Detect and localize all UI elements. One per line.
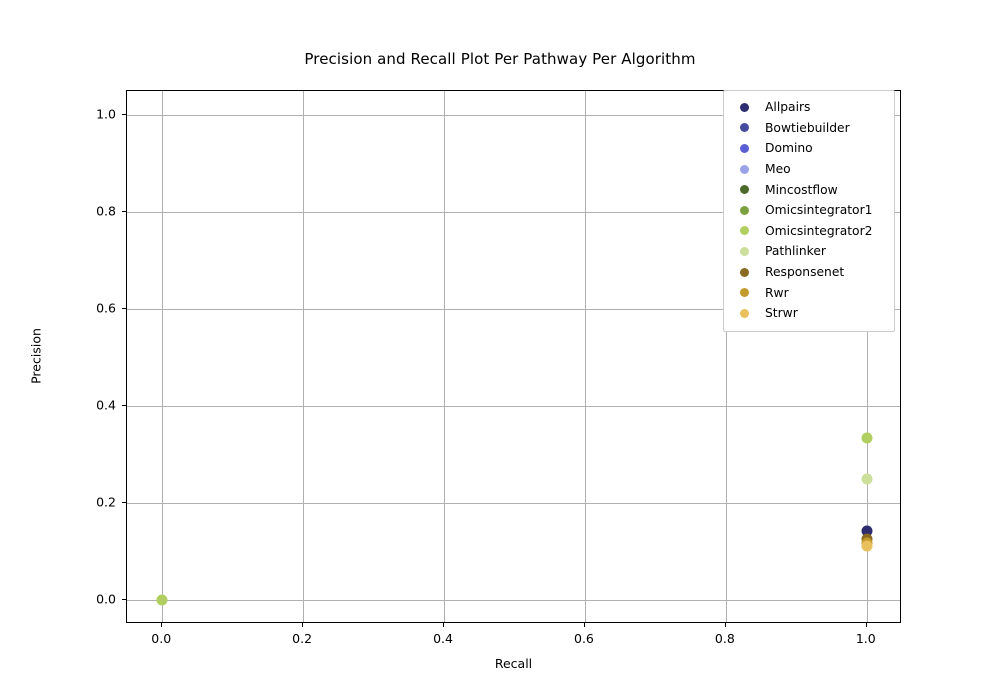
y-axis-tick [122,501,126,503]
legend-item-label: Rwr [765,285,789,300]
y-axis-tick [122,211,126,213]
legend-item-omicsintegrator2[interactable]: Omicsintegrator2 [732,221,886,242]
gridline-horizontal [127,115,900,117]
legend-item-rwr[interactable]: Rwr [732,282,886,303]
y-axis-tick-label: 0.8 [96,204,136,219]
x-axis-tick-label: 1.0 [855,631,876,646]
y-axis-tick-label-text: 0.2 [96,494,116,510]
legend-item-label: Responsenet [765,265,845,280]
legend-item-responsenet[interactable]: Responsenet [732,262,886,283]
legend-marker-icon [740,102,749,112]
gridline-vertical [444,91,446,622]
legend-item-domino[interactable]: Domino [732,138,886,159]
x-axis-label: Recall [494,656,533,671]
y-axis-tick-label-text: 1.0 [96,106,116,122]
legend-item-label: Allpairs [765,100,811,115]
x-axis-tick-label: 0.4 [433,631,453,646]
gridline-vertical [584,91,586,622]
y-axis-tick-label-text: 0.0 [96,591,116,607]
legend-item-bowtiebuilder[interactable]: Bowtiebuilder [732,118,886,139]
x-axis-tick-label: 0.6 [573,631,594,646]
x-axis-tick [302,623,304,627]
legend-item-label: Strwr [765,306,798,321]
legend-marker-icon [740,226,749,236]
x-axis-tick-label: 0.0 [151,631,172,646]
legend-item-label: Pathlinker [765,244,826,259]
y-axis-tick-label-text: 0.4 [96,397,116,413]
legend-item-label: Bowtiebuilder [765,120,850,135]
y-axis-tick [122,114,126,116]
y-axis-tick-label: 0.2 [96,494,136,509]
legend-marker-icon [740,123,749,133]
gridlines [127,91,900,622]
x-axis-tick [724,623,726,627]
x-axis-tick [161,623,163,627]
y-axis-tick [122,404,126,406]
x-axis-tick-label: 0.8 [714,631,735,646]
scatter-point [861,540,873,552]
legend-item-label: Meo [765,162,791,177]
legend-marker-icon [740,288,749,298]
x-axis-tick [583,623,585,627]
gridline-horizontal [127,502,900,504]
legend-item-label: Mincostflow [765,182,838,197]
legend-marker-icon [740,205,749,215]
y-axis-tick-label: 0.6 [96,301,136,316]
legend-marker-icon [740,267,749,277]
y-axis-tick-label: 1.0 [96,107,136,122]
scatter-point [861,432,873,444]
gridline-horizontal [127,309,900,311]
legend-marker-icon [740,185,749,195]
legend-item-label: Domino [765,141,813,156]
y-axis-label: Precision [28,328,44,384]
gridline-vertical [866,91,868,622]
scatter-point [861,473,873,485]
gridline-horizontal [127,405,900,407]
legend-item-pathlinker[interactable]: Pathlinker [732,241,886,262]
y-axis-tick [122,308,126,310]
y-axis-tick [122,598,126,600]
scatter-point [156,594,168,606]
legend-item-label: Omicsintegrator2 [765,223,873,238]
legend-marker-icon [740,246,749,256]
gridline-horizontal [127,212,900,214]
legend-item-strwr[interactable]: Strwr [732,303,886,324]
gridline-horizontal [127,599,900,601]
legend-item-allpairs[interactable]: Allpairs [732,97,886,118]
legend-marker-icon [740,164,749,174]
legend-item-mincostflow[interactable]: Mincostflow [732,179,886,200]
legend-item-label: Omicsintegrator1 [765,203,873,218]
y-axis-tick-label: 0.4 [96,397,136,412]
y-axis-tick-label-text: 0.6 [96,300,116,316]
gridline-vertical [162,91,164,622]
legend-marker-icon [740,143,749,153]
page-title: Precision and Recall Plot Per Pathway Pe… [304,50,696,68]
legend-item-omicsintegrator1[interactable]: Omicsintegrator1 [732,200,886,221]
x-axis-tick [443,623,445,627]
legend-marker-icon [740,308,749,318]
gridline-vertical [725,91,727,622]
y-axis-tick-label: 0.0 [96,591,136,606]
legend-item-meo[interactable]: Meo [732,159,886,180]
scatter-point [861,525,873,537]
y-axis-tick-label-text: 0.8 [96,203,116,219]
gridline-vertical [303,91,305,622]
x-axis-tick-label: 0.2 [292,631,313,646]
scatter-points [127,91,900,622]
legend: Allpairs Bowtiebuilder Domino Meo Mincostflo… [723,90,895,332]
x-axis-tick [865,623,867,627]
